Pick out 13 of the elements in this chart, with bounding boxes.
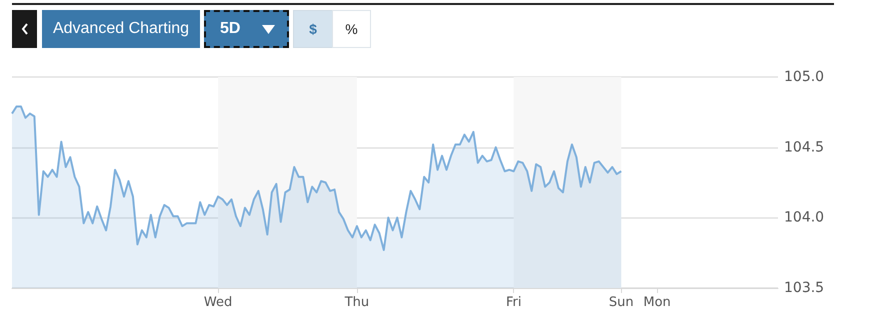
x-tick-label: Thu <box>344 295 370 310</box>
y-tick-label: 104.5 <box>784 139 824 156</box>
x-tick-label: Wed <box>204 295 232 310</box>
percent-toggle: % <box>332 10 371 48</box>
y-tick-label: 105.0 <box>784 69 824 85</box>
charting-button: Advanced Charting <box>42 10 200 48</box>
x-tick-label: Fri <box>506 295 522 310</box>
x-tick-label: Mon <box>643 295 671 310</box>
y-tick-label: 103.5 <box>784 280 824 296</box>
currency-toggle: $ <box>293 10 333 48</box>
period-dropdown: 5D <box>204 10 289 48</box>
y-tick-label: 104.0 <box>784 210 824 226</box>
x-tick-label: Sun <box>608 295 634 310</box>
